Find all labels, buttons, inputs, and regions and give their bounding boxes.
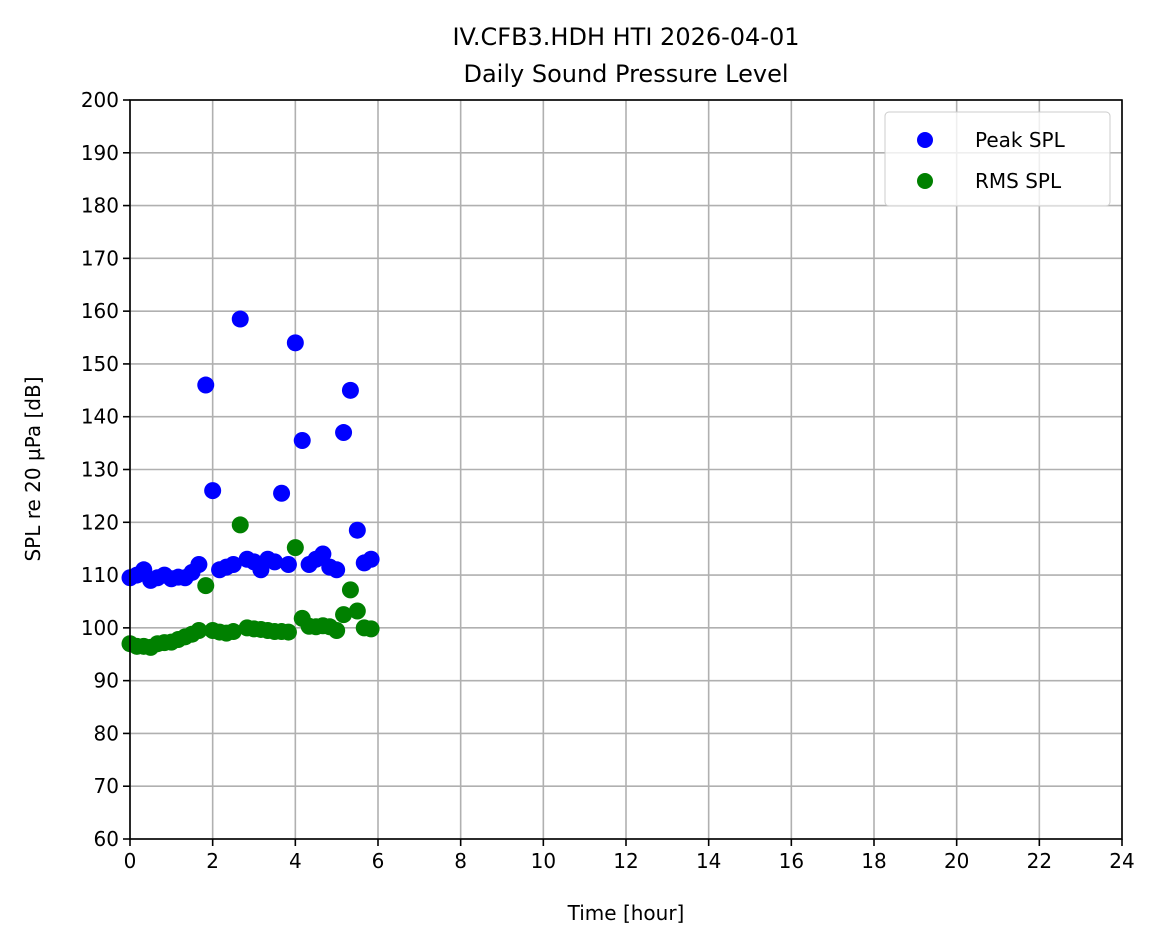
rms-spl-point [335, 606, 353, 624]
legend-box [884, 111, 1111, 207]
y-tick-label: 100 [81, 616, 119, 640]
y-tick-label: 90 [94, 669, 119, 693]
y-tick-label: 200 [81, 88, 119, 112]
x-tick-label: 6 [372, 849, 385, 873]
y-tick-label: 110 [81, 563, 119, 587]
x-tick-label: 22 [1027, 849, 1052, 873]
rms-spl-point [224, 623, 242, 641]
rms-spl-point [328, 621, 346, 639]
peak-spl-point [197, 376, 215, 394]
x-tick-label: 2 [206, 849, 219, 873]
y-tick-label: 80 [94, 721, 119, 745]
chart-title: IV.CFB3.HDH HTI 2026-04-01 [452, 23, 799, 51]
x-tick-label: 10 [531, 849, 556, 873]
peak-spl-point [314, 545, 332, 563]
x-tick-label: 20 [944, 849, 969, 873]
y-axis-label: SPL re 20 µPa [dB] [21, 376, 45, 561]
y-tick-label: 180 [81, 194, 119, 218]
legend-marker-peak [917, 132, 933, 148]
x-tick-label: 4 [289, 849, 302, 873]
legend: Peak SPL RMS SPL [884, 111, 1111, 207]
peak-spl-point [348, 521, 366, 539]
rms-spl-point [197, 577, 215, 595]
y-tick-label: 70 [94, 774, 119, 798]
x-tick-label: 16 [779, 849, 804, 873]
plot-frame [129, 99, 1123, 840]
peak-spl-point [231, 310, 249, 328]
y-tick-label: 170 [81, 246, 119, 270]
x-axis-label: Time [hour] [567, 901, 685, 925]
peak-spl-point [328, 561, 346, 579]
x-tick-label: 24 [1109, 849, 1134, 873]
x-tick-label: 12 [613, 849, 638, 873]
legend-label-peak: Peak SPL [975, 128, 1066, 152]
rms-spl-point [362, 620, 380, 638]
y-tick-label: 120 [81, 510, 119, 534]
legend-marker-rms [917, 173, 933, 189]
peak-spl-point [266, 553, 284, 571]
rms-spl-point [286, 539, 304, 557]
peak-spl-point [362, 550, 380, 568]
peak-spl-point [341, 381, 359, 399]
chart-subtitle: Daily Sound Pressure Level [463, 60, 788, 88]
legend-label-rms: RMS SPL [975, 169, 1062, 193]
peak-spl-point [204, 482, 222, 500]
y-tick-label: 130 [81, 458, 119, 482]
y-tick-label: 160 [81, 299, 119, 323]
y-tick-label: 140 [81, 405, 119, 429]
x-tick-label: 18 [861, 849, 886, 873]
peak-spl-point [335, 424, 353, 442]
y-tick-label: 190 [81, 141, 119, 165]
y-tick-label: 150 [81, 352, 119, 376]
peak-spl-point [286, 334, 304, 352]
x-tick-label: 14 [696, 849, 721, 873]
x-tick-label: 8 [454, 849, 467, 873]
rms-spl-point [341, 581, 359, 599]
peak-spl-point [190, 556, 208, 574]
rms-spl-point [231, 516, 249, 534]
y-tick-label: 60 [94, 827, 119, 851]
rms-spl-point [190, 621, 208, 639]
peak-spl-point [279, 556, 297, 574]
peak-spl-point [224, 556, 242, 574]
rms-spl-point [348, 602, 366, 620]
rms-spl-point [279, 623, 297, 641]
peak-spl-point [273, 484, 291, 502]
x-tick-label: 0 [124, 849, 137, 873]
peak-spl-point [293, 431, 311, 449]
